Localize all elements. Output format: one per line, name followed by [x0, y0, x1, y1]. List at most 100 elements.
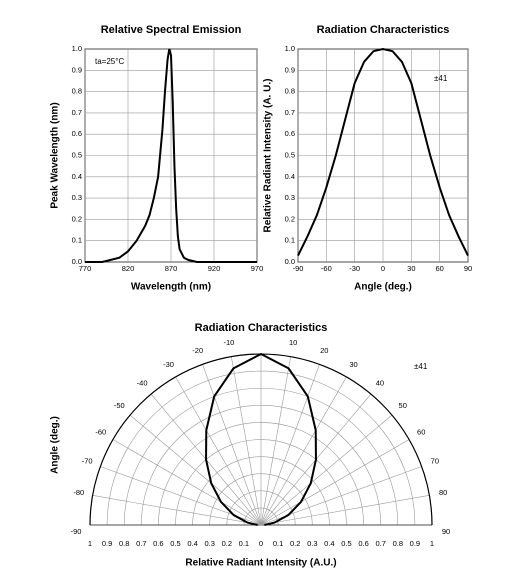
theta-tick-label: 50	[399, 401, 407, 410]
data-line	[205, 352, 317, 526]
grid-spoke	[260, 356, 291, 526]
grid-spoke	[92, 495, 262, 526]
y-tick-label: 0.3	[72, 193, 82, 202]
y-tick-label: 0.1	[285, 236, 295, 245]
chart-title: Radiation Characteristics	[317, 24, 450, 36]
y-tick-label: 0.6	[72, 129, 82, 138]
y-tick-label: 0.5	[285, 150, 295, 159]
x-axis-label: Relative Radiant Intensity (A.U.)	[185, 558, 336, 569]
x-tick-label: 60	[435, 264, 443, 273]
r-tick-label: 0.5	[170, 539, 180, 548]
x-tick-label: -30	[349, 264, 360, 273]
r-tick-label: 0.7	[136, 539, 146, 548]
r-tick-label: 0.2	[290, 539, 300, 548]
r-tick-label: 0.1	[273, 539, 283, 548]
theta-tick-label: -30	[163, 360, 174, 369]
theta-tick-label: -40	[137, 378, 148, 387]
theta-tick-label: -70	[82, 457, 93, 466]
x-tick-label: 90	[464, 264, 472, 273]
theta-tick-label: 30	[349, 360, 357, 369]
grid-spoke	[260, 439, 410, 526]
y-tick-label: 0.7	[72, 108, 82, 117]
annotation: ±41	[434, 74, 448, 83]
grid-spoke	[112, 439, 262, 526]
r-tick-label: 0	[259, 539, 263, 548]
theta-tick-label: -20	[192, 346, 203, 355]
y-axis-label: Angle (deg.)	[50, 416, 61, 474]
annotation: ta=25°C	[95, 57, 124, 66]
r-tick-label: 0.4	[187, 539, 197, 548]
y-axis-label: Peak Wavelength (nm)	[50, 102, 61, 208]
y-tick-label: 0.2	[72, 214, 82, 223]
x-tick-label: 770	[79, 264, 92, 273]
grid-spoke	[202, 364, 262, 526]
r-tick-label: 0.4	[324, 539, 334, 548]
y-tick-label: 0.0	[72, 257, 82, 266]
chart-title: Relative Spectral Emission	[101, 24, 242, 36]
theta-tick-label: 80	[439, 488, 447, 497]
grid-spoke	[260, 364, 320, 526]
x-axis-label: Wavelength (nm)	[131, 282, 211, 293]
theta-tick-label: -50	[114, 401, 125, 410]
x-tick-label: 0	[381, 264, 385, 273]
r-tick-label: 0.5	[341, 539, 351, 548]
y-tick-label: 0.2	[285, 214, 295, 223]
r-tick-label: 0.1	[239, 539, 249, 548]
grid-spoke	[231, 356, 262, 526]
grid-spoke	[260, 495, 430, 526]
y-tick-label: 1.0	[72, 44, 82, 53]
grid-spoke	[260, 414, 393, 526]
r-tick-label: 1	[88, 539, 92, 548]
theta-tick-label: -60	[95, 427, 106, 436]
x-tick-label: 30	[407, 264, 415, 273]
r-tick-label: 0.3	[204, 539, 214, 548]
data-line	[85, 48, 257, 263]
x-tick-label: -90	[293, 264, 304, 273]
x-axis-label: Angle (deg.)	[354, 282, 412, 293]
x-tick-label: -60	[321, 264, 332, 273]
grid-spoke	[129, 414, 262, 526]
theta-tick-label: 70	[431, 457, 439, 466]
y-tick-label: 0.3	[285, 193, 295, 202]
y-tick-label: 0.9	[285, 65, 295, 74]
r-tick-label: 0.3	[307, 539, 317, 548]
r-tick-label: 0.8	[393, 539, 403, 548]
theta-tick-label: 20	[320, 346, 328, 355]
x-tick-label: 870	[165, 264, 178, 273]
x-tick-label: 970	[251, 264, 264, 273]
y-tick-label: 0.5	[72, 150, 82, 159]
theta-tick-label: -80	[73, 488, 84, 497]
r-tick-label: 0.9	[410, 539, 420, 548]
r-tick-label: 0.7	[375, 539, 385, 548]
grid-spoke	[175, 376, 262, 526]
r-tick-label: 0.6	[153, 539, 163, 548]
r-tick-label: 0.8	[119, 539, 129, 548]
y-tick-label: 0.0	[285, 257, 295, 266]
theta-tick-label: 40	[376, 378, 384, 387]
theta-tick-label: 10	[289, 338, 297, 347]
y-tick-label: 0.8	[285, 87, 295, 96]
x-tick-label: 820	[122, 264, 135, 273]
x-tick-label: 920	[208, 264, 221, 273]
y-axis-label: Relative Radiant Intensity (A. U.)	[263, 79, 274, 233]
y-tick-label: 0.4	[72, 172, 82, 181]
chart-title: Radiation Characteristics	[195, 322, 328, 334]
y-tick-label: 0.1	[72, 236, 82, 245]
y-tick-label: 0.6	[285, 129, 295, 138]
y-tick-label: 0.7	[285, 108, 295, 117]
y-tick-label: 0.9	[72, 65, 82, 74]
data-line	[297, 47, 469, 257]
r-tick-label: 1	[430, 539, 434, 548]
y-tick-label: 0.8	[72, 87, 82, 96]
theta-tick-label: 60	[417, 427, 425, 436]
r-tick-label: 0.2	[222, 539, 232, 548]
theta-tick-label: 90	[442, 527, 450, 536]
theta-tick-label: -90	[71, 527, 82, 536]
grid-spoke	[260, 376, 347, 526]
theta-tick-label: -10	[223, 338, 234, 347]
y-tick-label: 1.0	[285, 44, 295, 53]
annotation: ±41	[414, 362, 428, 371]
y-tick-label: 0.4	[285, 172, 295, 181]
r-tick-label: 0.9	[102, 539, 112, 548]
